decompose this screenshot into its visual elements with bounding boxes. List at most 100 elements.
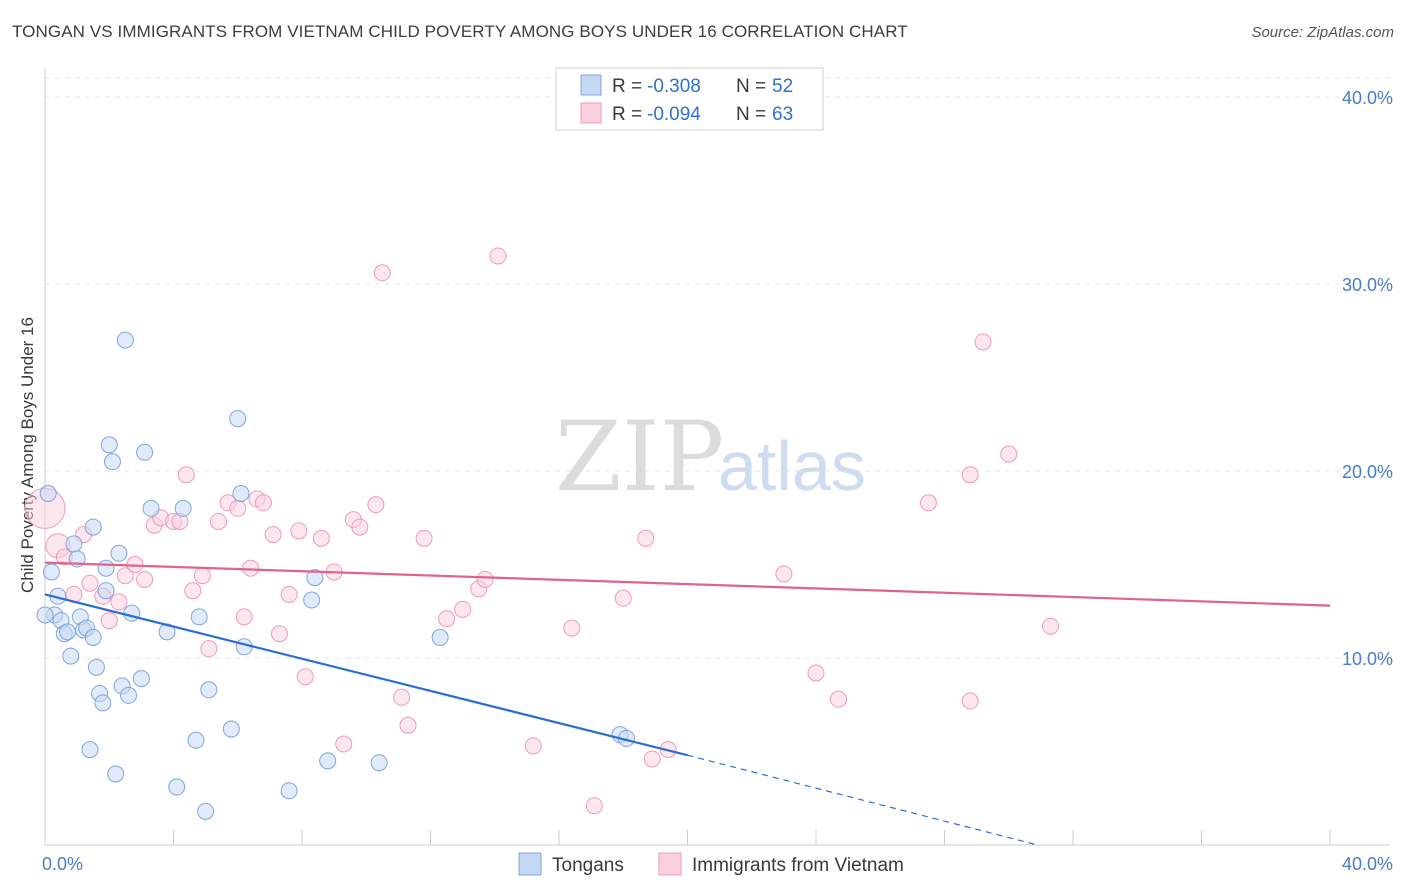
tongans-point-21 bbox=[100, 436, 118, 454]
bottom-legend-swatch-vietnam bbox=[658, 852, 682, 876]
x-tick-label-min: 0.0% bbox=[42, 854, 83, 874]
tongans-point-41 bbox=[232, 484, 250, 502]
tongans-point-38 bbox=[200, 681, 218, 699]
tongans-point-33 bbox=[168, 778, 186, 796]
vietnam-point-31 bbox=[296, 668, 314, 686]
y-axis-label: Child Poverty Among Boys Under 16 bbox=[18, 317, 37, 593]
tongans-point-24 bbox=[110, 544, 128, 562]
tongans-point-48 bbox=[431, 628, 449, 646]
tongans-point-7 bbox=[62, 647, 80, 665]
legend-n-label-tongans: N = bbox=[736, 76, 766, 97]
vietnam-point-9 bbox=[116, 567, 134, 585]
vietnam-point-17 bbox=[184, 582, 202, 600]
tongans-point-44 bbox=[303, 591, 321, 609]
vietnam-point-46 bbox=[489, 247, 507, 265]
vietnam-point-8 bbox=[110, 593, 128, 611]
bottom-legend-label-tongans: Tongans bbox=[552, 855, 624, 876]
series-vietnam-points bbox=[24, 247, 1060, 815]
tongans-trend-line-extension bbox=[687, 754, 1038, 846]
tongans-point-45 bbox=[306, 569, 324, 587]
chart-source: Source: ZipAtlas.com bbox=[1251, 24, 1394, 41]
tongans-trend-line bbox=[44, 593, 688, 757]
tongans-point-18 bbox=[94, 694, 112, 712]
tongans-point-23 bbox=[107, 765, 125, 783]
tongans-point-20 bbox=[97, 559, 115, 577]
vietnam-point-37 bbox=[367, 496, 385, 514]
y-tick-label-0: 10.0% bbox=[1342, 649, 1393, 669]
vietnam-point-47 bbox=[524, 737, 542, 755]
vietnam-point-7 bbox=[100, 612, 118, 630]
tongans-point-19 bbox=[97, 582, 115, 600]
vietnam-point-50 bbox=[614, 589, 632, 607]
vietnam-point-49 bbox=[585, 797, 603, 815]
vietnam-point-48 bbox=[563, 619, 581, 637]
vietnam-point-11 bbox=[136, 570, 154, 588]
vietnam-point-22 bbox=[229, 499, 247, 517]
vietnam-point-18 bbox=[193, 567, 211, 585]
vietnam-point-51 bbox=[637, 529, 655, 547]
vietnam-point-55 bbox=[807, 664, 825, 682]
vietnam-point-54 bbox=[775, 565, 793, 583]
tongans-point-22 bbox=[103, 453, 121, 471]
tongans-point-37 bbox=[197, 802, 215, 820]
vietnam-point-30 bbox=[290, 522, 308, 540]
series-tongans-points bbox=[36, 331, 635, 820]
watermark-zip: ZIP bbox=[555, 401, 724, 513]
vietnam-point-52 bbox=[643, 750, 661, 768]
y-tick-label-3: 40.0% bbox=[1342, 88, 1393, 108]
bottom-legend: Tongans Immigrants from Vietnam bbox=[518, 852, 904, 876]
chart-title: TONGAN VS IMMIGRANTS FROM VIETNAM CHILD … bbox=[12, 22, 908, 41]
vietnam-point-19 bbox=[200, 640, 218, 658]
legend-n-value-vietnam: 63 bbox=[772, 104, 793, 125]
tongans-point-47 bbox=[370, 754, 388, 772]
vietnam-point-26 bbox=[254, 494, 272, 512]
vietnam-point-61 bbox=[1000, 445, 1018, 463]
bottom-legend-swatch-tongans bbox=[518, 852, 542, 876]
vietnam-point-23 bbox=[235, 608, 253, 626]
tongans-point-40 bbox=[229, 410, 247, 428]
vietnam-point-57 bbox=[919, 494, 937, 512]
tongans-point-43 bbox=[280, 782, 298, 800]
vietnam-point-5 bbox=[81, 574, 99, 592]
vietnam-point-29 bbox=[280, 585, 298, 603]
legend-n-label-vietnam: N = bbox=[736, 104, 766, 125]
vietnam-point-28 bbox=[271, 625, 289, 643]
vietnam-point-38 bbox=[373, 264, 391, 282]
vietnam-point-58 bbox=[961, 466, 979, 484]
legend-r-value-tongans: -0.308 bbox=[647, 76, 701, 97]
legend-box: R = -0.308 N = 52 R = -0.094 N = 63 bbox=[555, 67, 824, 131]
tongans-point-34 bbox=[174, 499, 192, 517]
vietnam-point-34 bbox=[335, 735, 353, 753]
y-tick-label-1: 20.0% bbox=[1342, 462, 1393, 482]
vietnam-point-40 bbox=[399, 716, 417, 734]
tongans-point-32 bbox=[158, 623, 176, 641]
vietnam-point-59 bbox=[961, 692, 979, 710]
vietnam-point-60 bbox=[974, 333, 992, 351]
vietnam-trend-line bbox=[44, 561, 1331, 607]
tongans-point-29 bbox=[132, 670, 150, 688]
vietnam-point-45 bbox=[476, 570, 494, 588]
vietnam-point-62 bbox=[1042, 617, 1060, 635]
tongans-point-39 bbox=[222, 720, 240, 738]
tongans-point-30 bbox=[136, 443, 154, 461]
vietnam-point-16 bbox=[177, 466, 195, 484]
tongans-point-13 bbox=[81, 741, 99, 759]
tongans-point-51 bbox=[36, 606, 54, 624]
tongans-point-28 bbox=[123, 604, 141, 622]
tongans-point-46 bbox=[319, 752, 337, 770]
legend-n-value-tongans: 52 bbox=[772, 76, 793, 97]
x-tick-label-max: 40.0% bbox=[1342, 854, 1393, 874]
bottom-legend-label-vietnam: Immigrants from Vietnam bbox=[692, 855, 904, 876]
vietnam-point-43 bbox=[454, 600, 472, 618]
tongans-point-31 bbox=[142, 499, 160, 517]
tongans-point-15 bbox=[84, 518, 102, 536]
legend-r-label-vietnam: R = bbox=[612, 104, 642, 125]
tongans-point-36 bbox=[190, 608, 208, 626]
tongans-point-6 bbox=[58, 623, 76, 641]
vietnam-point-20 bbox=[209, 512, 227, 530]
vietnam-point-56 bbox=[829, 690, 847, 708]
vietnam-point-36 bbox=[351, 518, 369, 536]
tongans-point-1 bbox=[42, 563, 60, 581]
vietnam-point-41 bbox=[415, 529, 433, 547]
